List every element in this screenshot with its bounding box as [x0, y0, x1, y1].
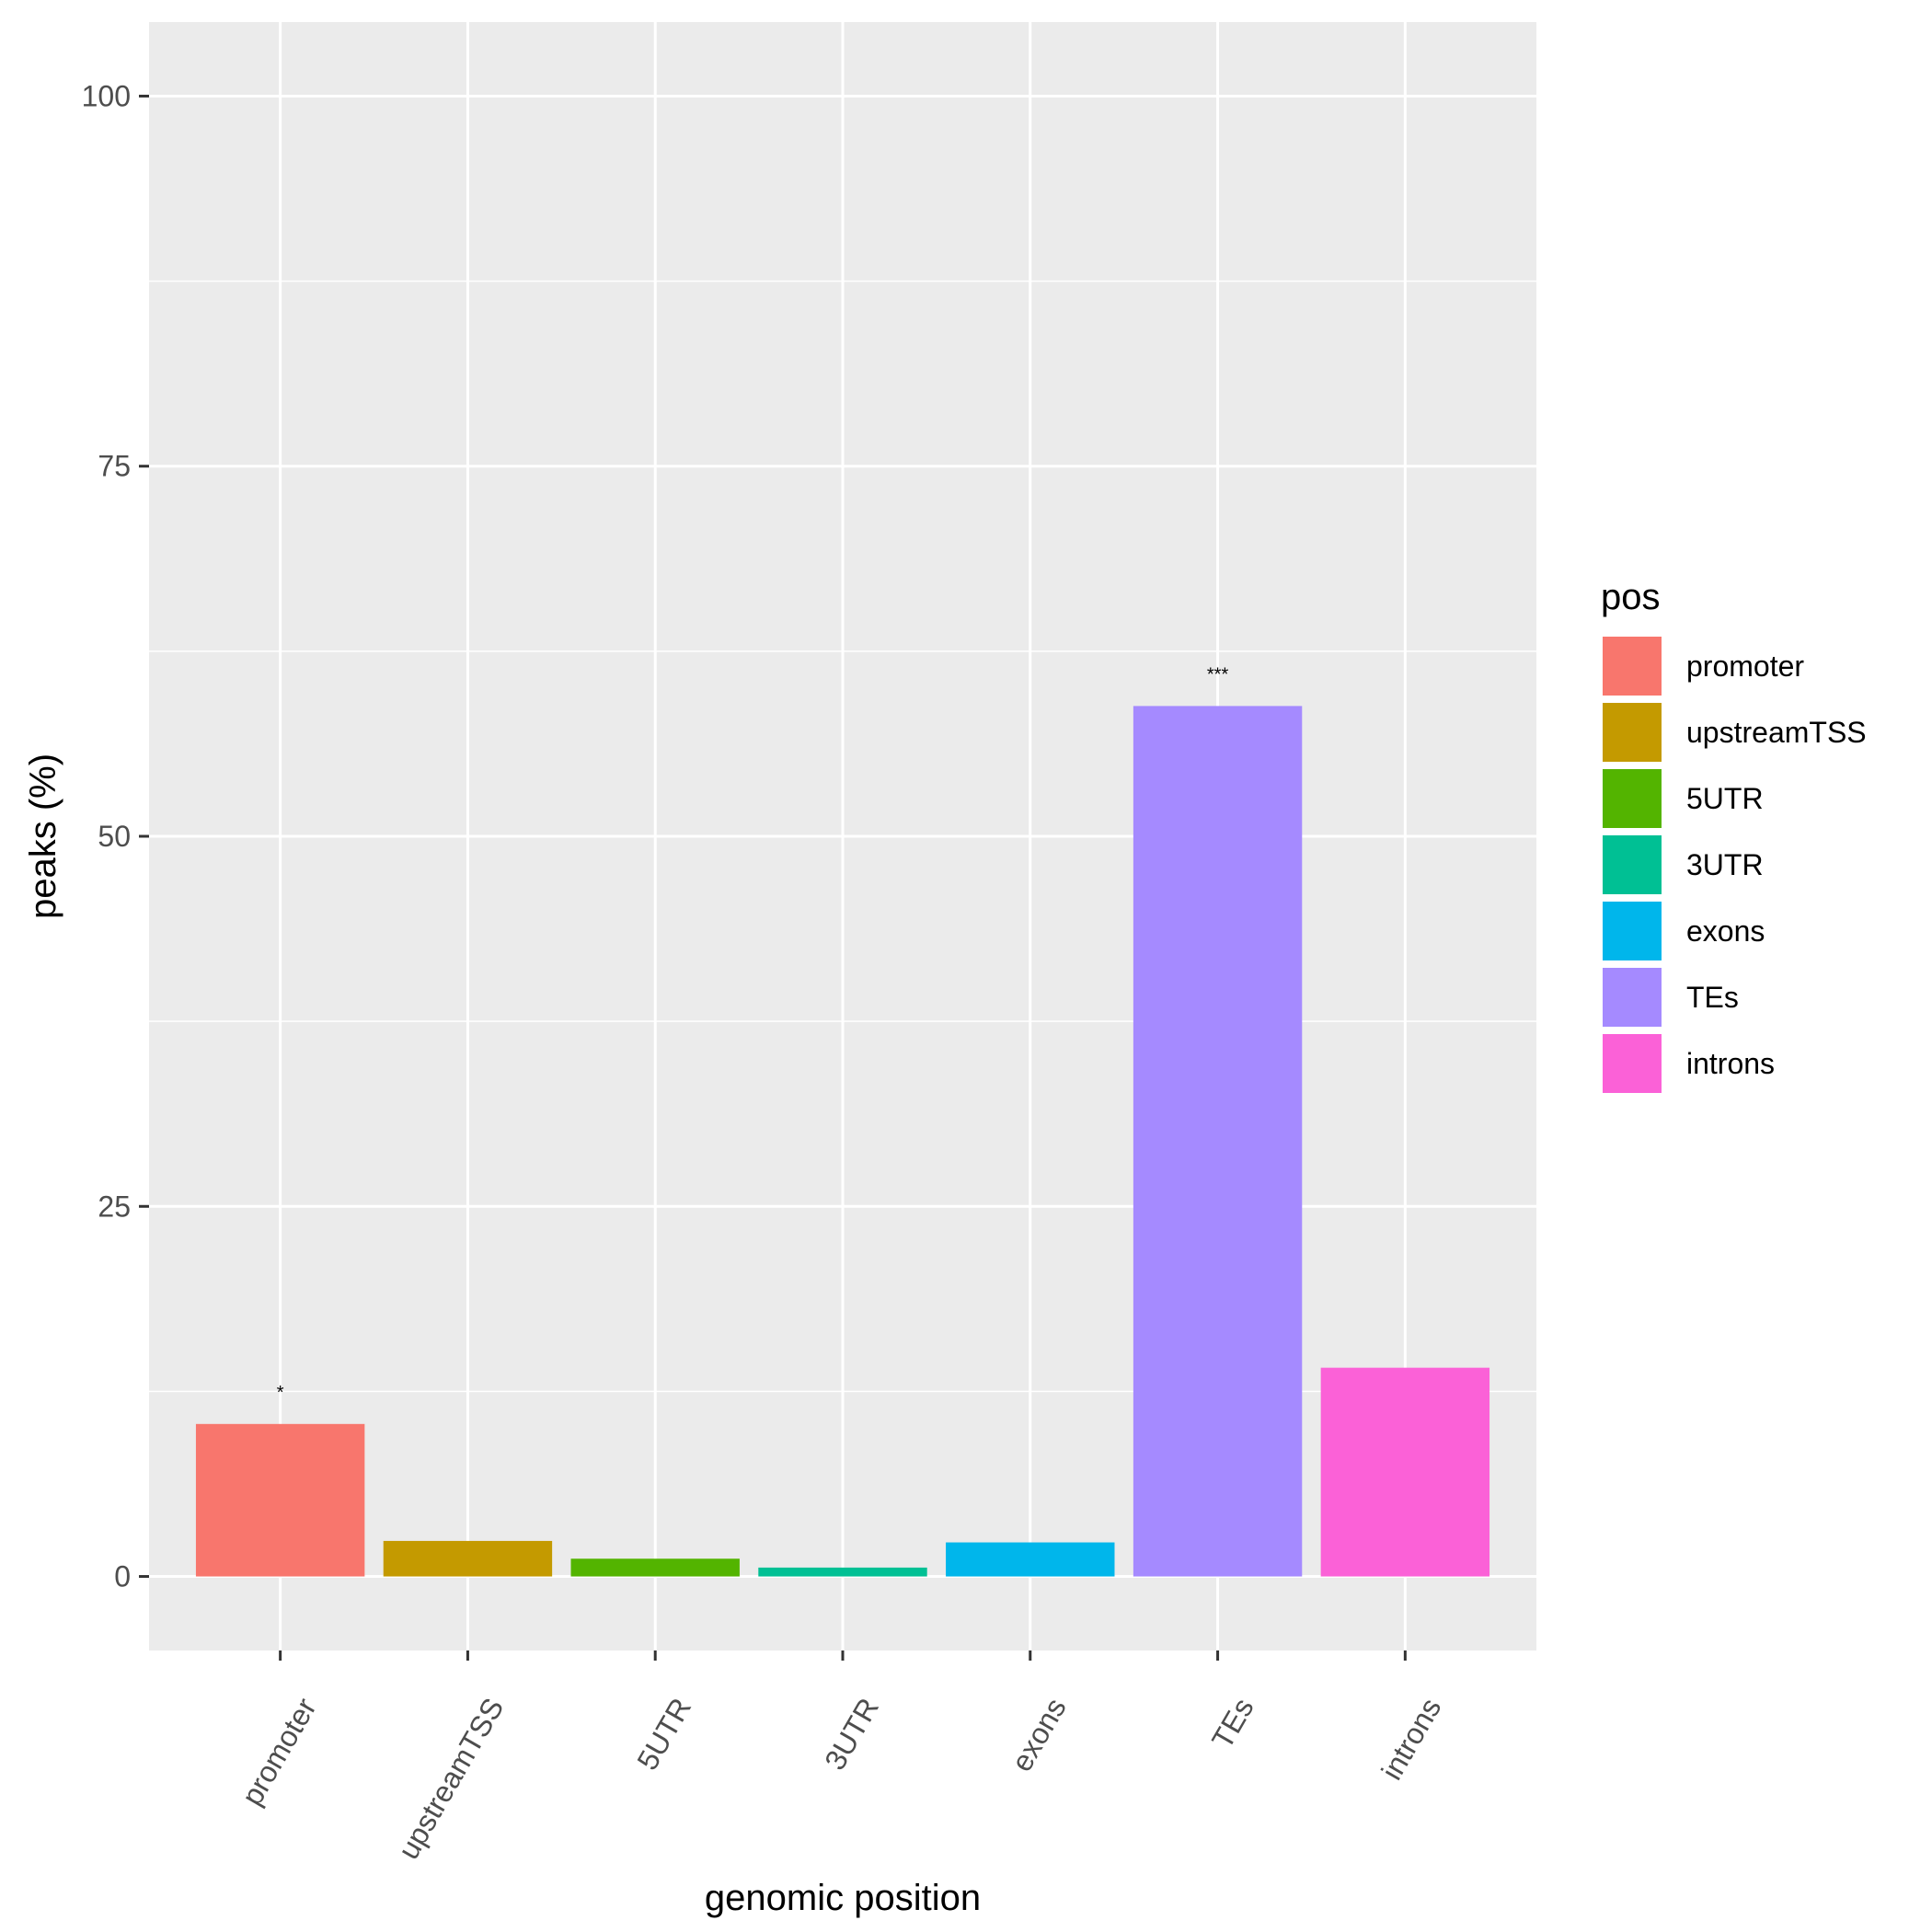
x-tick-label: upstreamTSS	[392, 1693, 511, 1865]
legend-key-upstreamTSS	[1601, 701, 1663, 764]
legend-key-TEs	[1601, 966, 1663, 1029]
legend-label-upstreamTSS: upstreamTSS	[1686, 716, 1867, 749]
legend-label-exons: exons	[1686, 914, 1765, 948]
legend-key-exons	[1601, 900, 1663, 962]
y-tick-label: 0	[114, 1560, 131, 1593]
bar-exons	[946, 1542, 1115, 1577]
y-tick-label: 75	[98, 450, 131, 483]
legend-key-5UTR	[1601, 767, 1663, 830]
legend-label-promoter: promoter	[1686, 650, 1804, 683]
legend-label-TEs: TEs	[1686, 981, 1739, 1014]
y-tick-label: 25	[98, 1190, 131, 1223]
x-tick-label: 5UTR	[630, 1693, 697, 1776]
y-tick-label: 100	[82, 79, 131, 112]
bar-3UTR	[758, 1567, 927, 1577]
x-axis-title: genomic position	[705, 1878, 981, 1918]
legend-key-3UTR	[1601, 834, 1663, 896]
legend-label-introns: introns	[1686, 1047, 1775, 1080]
x-tick-label: promoter	[236, 1692, 323, 1811]
legend: pos promoter upstreamTSS 5UTR 3UTR exons TEs i…	[1601, 577, 1867, 1095]
y-tick-label: 50	[98, 820, 131, 853]
bar-introns	[1320, 1367, 1490, 1577]
y-axis-title: peaks (%)	[23, 753, 63, 919]
x-tick-label: introns	[1374, 1693, 1447, 1786]
x-tick-label: 3UTR	[818, 1693, 885, 1776]
significance-annotations: ****	[277, 664, 1229, 1402]
significance-label-TEs: ***	[1207, 664, 1229, 684]
x-tick-label: TEs	[1205, 1693, 1260, 1754]
bar-promoter	[195, 1423, 365, 1577]
y-axis: 0 25 50 75 100	[82, 79, 149, 1593]
significance-label-promoter: *	[277, 1383, 284, 1403]
legend-label-3UTR: 3UTR	[1686, 848, 1764, 881]
bar-TEs	[1133, 706, 1303, 1577]
x-tick-label: exons	[1005, 1693, 1073, 1777]
legend-key-promoter	[1601, 635, 1663, 697]
bar-5UTR	[570, 1558, 740, 1577]
x-axis: promoter upstreamTSS 5UTR 3UTR exons TEs intro…	[236, 1650, 1447, 1865]
legend-title: pos	[1601, 577, 1661, 617]
bars	[195, 706, 1490, 1577]
legend-label-5UTR: 5UTR	[1686, 782, 1764, 815]
legend-key-introns	[1601, 1032, 1663, 1095]
bar-upstreamTSS	[383, 1540, 553, 1577]
